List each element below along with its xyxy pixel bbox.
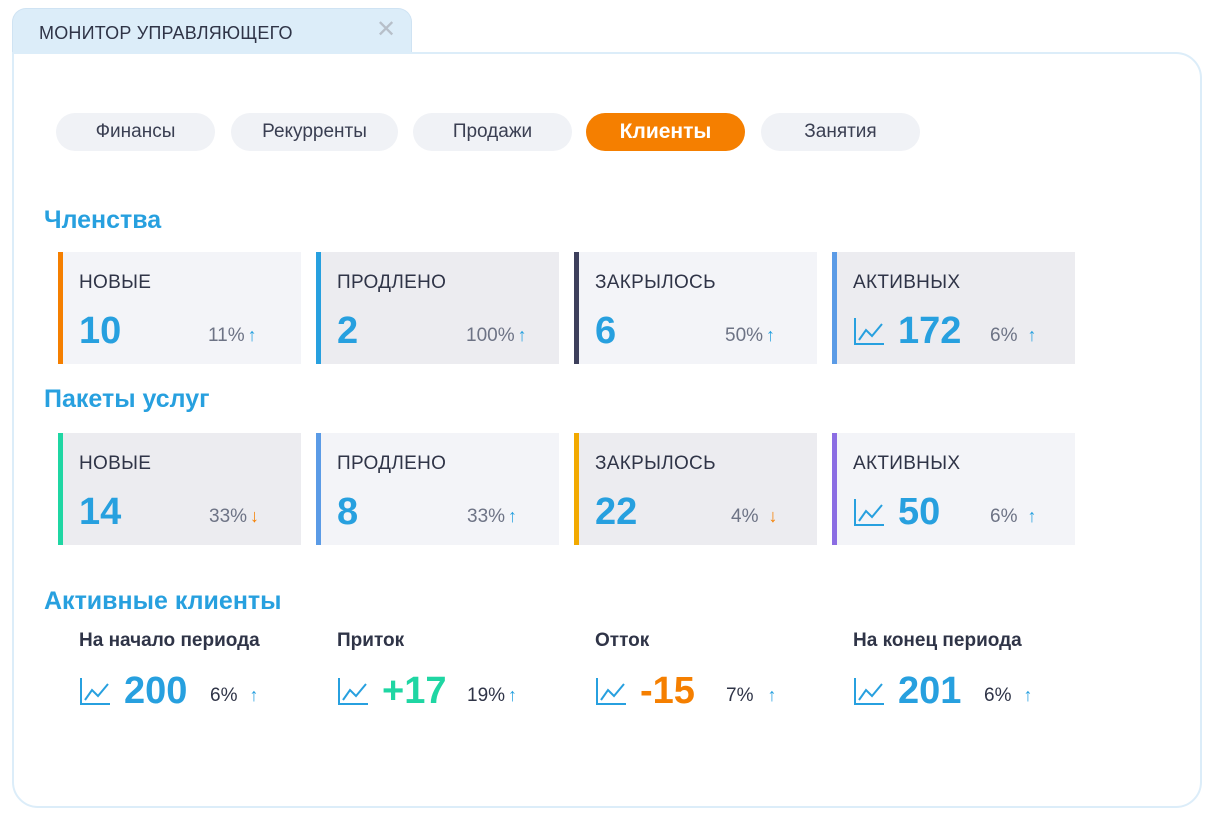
metric-change: 6% ↑ [984, 685, 1032, 707]
active-clients-end: На конец периода 201 6% ↑ [853, 630, 1093, 720]
card-label: ЗАКРЫЛОСЬ [595, 453, 716, 474]
trend-arrow-icon: ↑ [766, 325, 776, 345]
line-chart-icon [854, 318, 884, 345]
card-change: 4% ↓ [731, 506, 777, 528]
window-title: МОНИТОР УПРАВЛЯЮЩЕГО [39, 23, 293, 43]
tab-classes[interactable]: Занятия [761, 113, 920, 151]
line-chart-icon [338, 678, 368, 705]
card-value: 2 [337, 310, 359, 352]
package-card-closed[interactable]: ЗАКРЫЛОСЬ 22 4% ↓ [574, 433, 817, 545]
card-label: ЗАКРЫЛОСЬ [595, 272, 716, 293]
line-chart-icon [854, 678, 884, 705]
card-accent-bar [832, 433, 837, 545]
card-value: 172 [898, 310, 962, 352]
card-value: 8 [337, 491, 359, 533]
card-label: НОВЫЕ [79, 453, 152, 474]
metric-change: 19% ↑ [467, 685, 517, 707]
change-percent: 50% [725, 325, 764, 346]
card-accent-bar [574, 433, 579, 545]
card-accent-bar [832, 252, 837, 364]
tab-sales[interactable]: Продажи [413, 113, 572, 151]
line-chart-icon [80, 678, 110, 705]
change-percent: 6% [984, 685, 1012, 706]
change-percent: 6% [990, 325, 1018, 346]
metric-value: 201 [898, 670, 962, 712]
metric-label: Отток [595, 630, 650, 651]
active-clients-start: На начало периода 200 6% ↑ [79, 630, 319, 720]
line-chart-icon [596, 678, 626, 705]
trend-arrow-icon: ↑ [767, 685, 777, 705]
trend-arrow-icon: ↑ [1027, 506, 1037, 526]
trend-arrow-icon: ↑ [508, 685, 518, 705]
trend-arrow-icon: ↑ [1027, 325, 1037, 345]
card-value: 50 [898, 491, 941, 533]
metric-value: -15 [640, 670, 695, 712]
card-accent-bar [58, 252, 63, 364]
card-accent-bar [574, 252, 579, 364]
metric-change: 7% ↑ [726, 685, 776, 707]
card-value: 14 [79, 491, 122, 533]
change-percent: 100% [466, 325, 515, 346]
card-value: 6 [595, 310, 617, 352]
metric-label: Приток [337, 630, 405, 651]
metric-label: На конец периода [853, 630, 1022, 651]
card-label: ПРОДЛЕНО [337, 453, 447, 474]
change-percent: 6% [990, 506, 1018, 527]
card-change: 33% ↑ [467, 506, 517, 528]
tab-recurrents[interactable]: Рекурренты [231, 113, 398, 151]
metric-value: +17 [382, 670, 447, 712]
card-label: ПРОДЛЕНО [337, 272, 447, 293]
card-change: 6% ↑ [990, 506, 1036, 528]
card-value: 10 [79, 310, 122, 352]
dashboard-panel [12, 52, 1202, 808]
trend-arrow-icon: ↓ [768, 506, 778, 526]
card-accent-bar [316, 252, 321, 364]
trend-arrow-icon: ↑ [508, 506, 518, 526]
tab-finances[interactable]: Финансы [56, 113, 215, 151]
tab-clients[interactable]: Клиенты [586, 113, 745, 151]
card-change: 33% ↓ [209, 506, 259, 528]
package-card-renewed[interactable]: ПРОДЛЕНО 8 33% ↑ [316, 433, 559, 545]
metric-change: 6% ↑ [210, 685, 258, 707]
change-percent: 33% [467, 506, 506, 527]
card-accent-bar [316, 433, 321, 545]
change-percent: 7% [726, 685, 754, 706]
membership-card-active[interactable]: АКТИВНЫХ 172 6% ↑ [832, 252, 1075, 364]
membership-card-closed[interactable]: ЗАКРЫЛОСЬ 6 50% ↑ [574, 252, 817, 364]
trend-arrow-icon: ↑ [247, 325, 257, 345]
trend-arrow-icon: ↑ [249, 685, 259, 705]
change-percent: 11% [208, 325, 245, 346]
card-value: 22 [595, 491, 638, 533]
trend-arrow-icon: ↑ [517, 325, 527, 345]
card-label: АКТИВНЫХ [853, 272, 961, 293]
close-icon[interactable]: ✕ [375, 16, 397, 43]
packages-title: Пакеты услуг [44, 385, 210, 413]
package-card-new[interactable]: НОВЫЕ 14 33% ↓ [58, 433, 301, 545]
package-card-active[interactable]: АКТИВНЫХ 50 6% ↑ [832, 433, 1075, 545]
active-clients-inflow: Приток +17 19% ↑ [337, 630, 577, 720]
card-label: НОВЫЕ [79, 272, 152, 293]
metric-value: 200 [124, 670, 188, 712]
trend-arrow-icon: ↑ [1023, 685, 1033, 705]
memberships-title: Членства [44, 206, 162, 234]
card-change: 100% ↑ [466, 325, 527, 347]
change-percent: 33% [209, 506, 248, 527]
metric-label: На начало периода [79, 630, 260, 651]
change-percent: 19% [467, 685, 506, 706]
change-percent: 6% [210, 685, 238, 706]
line-chart-icon [854, 499, 884, 526]
card-change: 6% ↑ [990, 325, 1036, 347]
window-tab[interactable]: МОНИТОР УПРАВЛЯЮЩЕГО ✕ [12, 8, 412, 54]
active-clients-outflow: Отток -15 7% ↑ [595, 630, 835, 720]
card-accent-bar [58, 433, 63, 545]
card-label: АКТИВНЫХ [853, 453, 961, 474]
active-clients-title: Активные клиенты [44, 587, 282, 615]
card-change: 50% ↑ [725, 325, 775, 347]
membership-card-new[interactable]: НОВЫЕ 10 11% ↑ [58, 252, 301, 364]
membership-card-renewed[interactable]: ПРОДЛЕНО 2 100% ↑ [316, 252, 559, 364]
card-change: 11% ↑ [208, 325, 257, 347]
change-percent: 4% [731, 506, 759, 527]
trend-arrow-icon: ↓ [250, 506, 260, 526]
